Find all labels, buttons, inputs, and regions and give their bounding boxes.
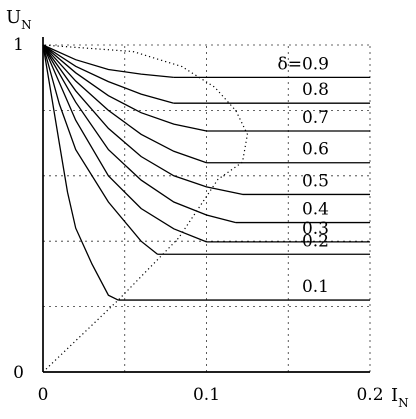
x-axis-title-subscript: N (398, 396, 409, 410)
y-tick-label: 0 (13, 363, 24, 383)
series-label: δ=0.9 (277, 54, 329, 74)
x-tick-label: 0.2 (356, 385, 383, 405)
y-axis-title-main: U (6, 7, 21, 28)
series-curve (42, 44, 207, 164)
grid (43, 44, 371, 372)
series-curve (42, 44, 237, 224)
series-curve (42, 44, 243, 196)
series-curve (42, 44, 207, 243)
envelope-curve (42, 44, 249, 373)
series-label: 0.2 (302, 231, 329, 251)
series-label: 0.8 (302, 80, 329, 100)
x-tick-label: 0.1 (193, 385, 220, 405)
series-curve (42, 44, 119, 301)
y-axis-title-subscript: N (21, 18, 32, 32)
envelope-layer (42, 44, 249, 373)
series-label: 0.4 (302, 200, 329, 220)
x-tick-label: 0 (38, 385, 49, 405)
series-curve (42, 44, 207, 132)
series-labels: δ=0.9 0.8 0.7 0.6 0.5 0.40.30.2 0.1 (277, 54, 329, 297)
series-label: 0.7 (302, 108, 329, 128)
y-tick-label: 1 (13, 35, 24, 55)
series-layer (42, 44, 370, 301)
x-axis-title: IN (391, 385, 409, 410)
series-curve (42, 44, 174, 79)
tick-labels: 0 0.1 0.2 0 1 (13, 35, 383, 405)
x-axis-title-main: I (391, 385, 398, 406)
series-label: 0.1 (302, 277, 329, 297)
series-curve (42, 44, 174, 104)
series-curve (42, 44, 158, 255)
y-axis-title: UN (6, 7, 32, 32)
series-label: 0.6 (302, 140, 329, 160)
series-label: 0.3 (302, 219, 329, 239)
series-label: 0.5 (302, 171, 329, 191)
axes (42, 37, 370, 373)
